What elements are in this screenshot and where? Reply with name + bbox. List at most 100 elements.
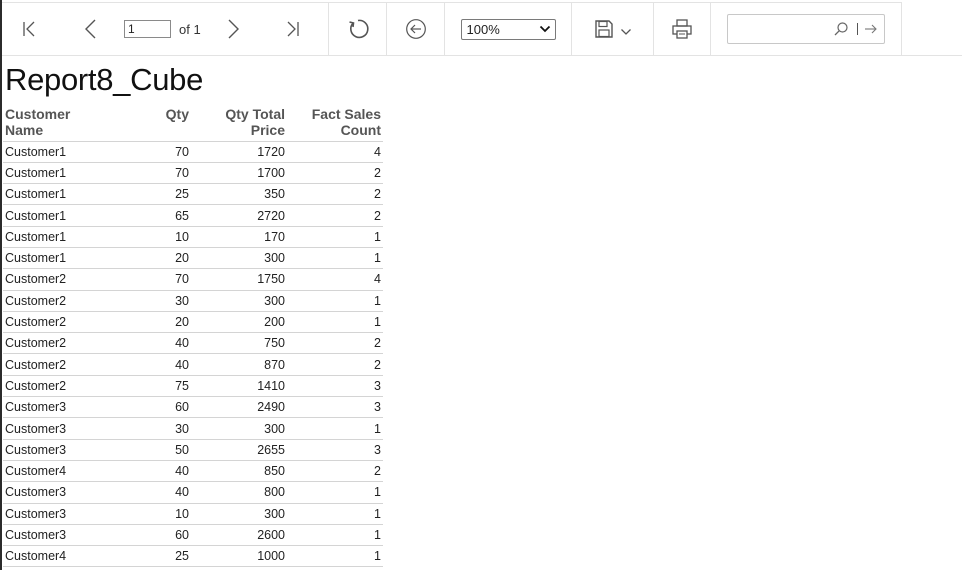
search-group (711, 3, 902, 55)
report-table-body: Customer1 70 1720 4 Customer1 70 1700 2 Customer… (3, 141, 383, 568)
report-title: Report8_Cube (5, 62, 204, 97)
table-row: Customer1 10 170 1 (3, 226, 383, 248)
cell-fact-sales-count: 3 (287, 396, 383, 419)
report-table: Customer Name Qty Qty Total Price Fact Sal… (3, 106, 383, 568)
print-button[interactable] (662, 9, 702, 49)
chevron-down-icon (620, 29, 631, 35)
cell-customer-name: Customer1 (3, 183, 107, 206)
cell-fact-sales-count: 1 (287, 247, 383, 270)
cell-fact-sales-count: 1 (287, 417, 383, 440)
cell-qty: 25 (107, 183, 191, 206)
table-row: Customer1 70 1700 2 (3, 162, 383, 185)
zoom-group: 100% (445, 3, 572, 55)
print-group (654, 3, 711, 55)
table-row: Customer3 60 2490 3 (3, 396, 383, 419)
table-row: Customer2 20 200 1 (3, 311, 383, 334)
last-page-button[interactable] (265, 3, 319, 55)
zoom-select[interactable]: 100% (460, 18, 556, 40)
cell-qty: 40 (107, 460, 191, 483)
cell-qty-total-price: 300 (191, 417, 287, 440)
cell-qty-total-price: 1700 (191, 162, 287, 185)
cell-qty: 50 (107, 439, 191, 461)
arrow-right-icon[interactable] (864, 23, 878, 35)
navigation-group: of 1 (2, 3, 329, 55)
chevron-left-icon (85, 19, 96, 39)
cell-fact-sales-count: 1 (287, 524, 383, 547)
table-row: Customer2 70 1750 4 (3, 268, 383, 291)
cell-customer-name: Customer3 (3, 396, 107, 419)
first-page-icon (23, 21, 35, 37)
table-row: Customer3 50 2655 3 (3, 439, 383, 461)
cell-fact-sales-count: 1 (287, 503, 383, 525)
table-row: Customer3 60 2600 1 (3, 524, 383, 547)
cell-fact-sales-count: 3 (287, 375, 383, 398)
cell-fact-sales-count: 1 (287, 481, 383, 504)
cell-qty-total-price: 350 (191, 183, 287, 206)
search-input[interactable] (737, 18, 831, 40)
cell-qty-total-price: 870 (191, 353, 287, 376)
page-total-label: of 1 (179, 21, 201, 37)
cell-qty: 10 (107, 503, 191, 525)
cell-qty: 40 (107, 353, 191, 376)
cell-qty: 30 (107, 290, 191, 312)
cell-fact-sales-count: 2 (287, 353, 383, 376)
cell-customer-name: Customer1 (3, 204, 107, 227)
previous-page-button[interactable] (58, 3, 124, 55)
cell-qty: 40 (107, 332, 191, 355)
cell-qty-total-price: 800 (191, 481, 287, 504)
report-toolbar: of 1 100% (2, 3, 902, 55)
table-row: Customer4 40 850 2 (3, 460, 383, 483)
last-page-icon (287, 21, 299, 37)
chevron-right-icon (228, 19, 239, 39)
current-page-input[interactable] (124, 20, 171, 38)
cell-customer-name: Customer1 (3, 141, 107, 163)
cell-qty: 20 (107, 311, 191, 334)
cell-fact-sales-count: 2 (287, 460, 383, 483)
cell-fact-sales-count: 1 (287, 226, 383, 248)
back-circle-icon (405, 19, 426, 39)
cell-qty-total-price: 300 (191, 503, 287, 525)
cell-qty-total-price: 300 (191, 247, 287, 270)
refresh-button[interactable] (338, 9, 378, 49)
cell-qty-total-price: 2490 (191, 396, 287, 419)
cell-customer-name: Customer2 (3, 311, 107, 334)
cell-qty: 75 (107, 375, 191, 398)
first-page-button[interactable] (2, 3, 58, 55)
table-row: Customer2 30 300 1 (3, 290, 383, 312)
cell-qty-total-price: 300 (191, 290, 287, 312)
cell-qty: 30 (107, 417, 191, 440)
cell-customer-name: Customer3 (3, 417, 107, 440)
cell-customer-name: Customer3 (3, 524, 107, 547)
cell-qty-total-price: 1000 (191, 545, 287, 568)
table-row: Customer2 40 750 2 (3, 332, 383, 355)
zoom-value: 100% (466, 21, 500, 37)
table-row: Customer2 40 870 2 (3, 353, 383, 376)
next-page-button[interactable] (201, 3, 265, 55)
table-row: Customer3 10 300 1 (3, 503, 383, 525)
window-left-border (0, 0, 2, 570)
cell-fact-sales-count: 2 (287, 162, 383, 185)
cell-fact-sales-count: 4 (287, 141, 383, 163)
cell-fact-sales-count: 2 (287, 332, 383, 355)
cell-qty: 25 (107, 545, 191, 568)
cell-customer-name: Customer3 (3, 439, 107, 461)
cell-fact-sales-count: 2 (287, 204, 383, 227)
cell-qty-total-price: 1720 (191, 141, 287, 163)
cell-fact-sales-count: 1 (287, 311, 383, 334)
cell-qty: 60 (107, 524, 191, 547)
table-header-row: Customer Name Qty Qty Total Price Fact Sal… (3, 106, 383, 142)
table-row: Customer1 20 300 1 (3, 247, 383, 270)
column-header-fact-sales-count: Fact Sales Count (287, 106, 383, 142)
back-group (387, 3, 445, 55)
column-header-qty-total-price: Qty Total Price (191, 106, 287, 142)
toolbar-bottom-divider (2, 55, 962, 56)
page-indicator: of 1 (124, 20, 201, 38)
save-export-button[interactable] (588, 9, 638, 49)
back-to-parent-button[interactable] (396, 9, 436, 49)
column-header-qty: Qty (107, 106, 191, 142)
cell-customer-name: Customer3 (3, 503, 107, 525)
cell-qty-total-price: 750 (191, 332, 287, 355)
save-icon (594, 20, 613, 38)
cell-qty-total-price: 1750 (191, 268, 287, 291)
table-row: Customer1 25 350 2 (3, 183, 383, 206)
